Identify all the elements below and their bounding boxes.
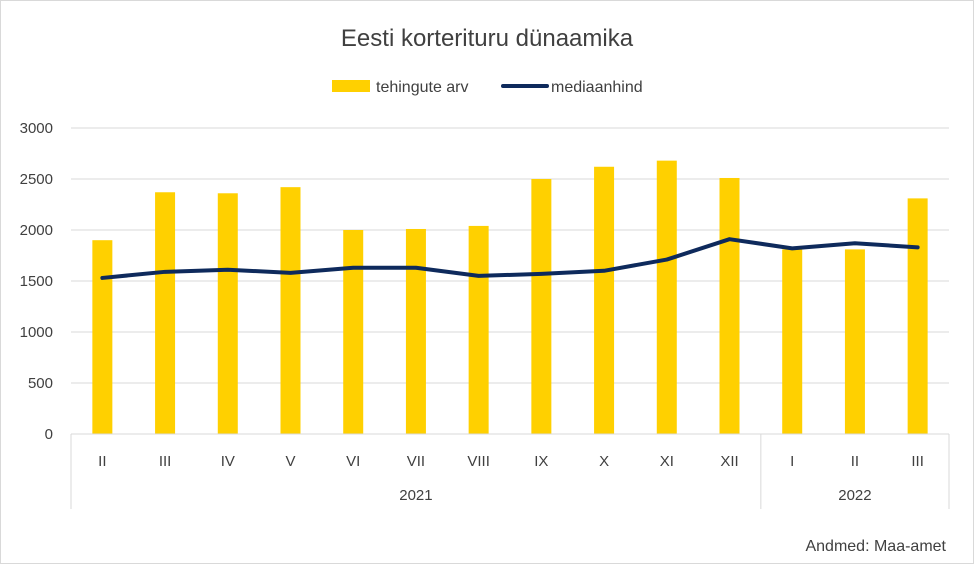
x-tick-label: V (285, 453, 295, 470)
x-tick-label: VII (407, 453, 425, 470)
line-point (164, 271, 166, 273)
line-point (478, 275, 480, 277)
y-tick-label: 3000 (20, 120, 53, 137)
line-point (290, 272, 291, 274)
bar (217, 193, 238, 434)
line-point (917, 246, 919, 248)
bar (155, 192, 176, 434)
line-point (854, 242, 856, 244)
bar (531, 179, 552, 434)
bar (594, 166, 615, 434)
legend-label-line: mediaanhind (551, 79, 643, 96)
chart-title: Eesti korterituru dünaamika (341, 25, 634, 52)
y-tick-label: 1500 (20, 273, 53, 290)
y-tick-label: 500 (28, 375, 53, 392)
x-tick-label: III (911, 453, 924, 470)
x-tick-label: III (159, 453, 172, 470)
x-tick-label: XI (660, 453, 674, 470)
x-group-label: 2022 (838, 487, 871, 504)
price-series-line (100, 237, 920, 280)
line-point (603, 270, 605, 272)
price-line (100, 237, 920, 280)
y-tick-label: 0 (45, 426, 53, 443)
x-tick-label: X (599, 453, 609, 470)
y-tick-label: 1000 (20, 324, 53, 341)
line-point (666, 259, 668, 261)
bar (782, 249, 803, 434)
bar (719, 177, 740, 435)
x-tick-label: II (851, 453, 859, 470)
line-point (101, 277, 103, 279)
source-note: Andmed: Maa-amet (805, 538, 946, 555)
bar (844, 249, 865, 434)
x-tick-label: XII (720, 453, 738, 470)
x-tick-label: II (98, 453, 106, 470)
x-tick-label: VI (346, 453, 360, 470)
bar (92, 240, 113, 434)
y-tick-label: 2500 (20, 171, 53, 188)
y-axis-ticks: 0 500 1000 1500 2000 2500 3000 (20, 120, 53, 443)
x-tick-label: I (790, 453, 794, 470)
line-point (352, 267, 354, 269)
bar (907, 198, 928, 434)
x-group-label: 2021 (399, 487, 432, 504)
bar (343, 230, 364, 434)
x-tick-label: IV (221, 453, 235, 470)
bar (280, 187, 301, 434)
legend: tehingute arv mediaanhind (332, 79, 643, 96)
y-tick-label: 2000 (20, 222, 53, 239)
line-point (791, 247, 793, 249)
line-point (729, 238, 730, 240)
bar (656, 160, 677, 434)
x-tick-label: IX (534, 453, 548, 470)
bar (468, 225, 489, 434)
legend-label-bars: tehingute arv (376, 79, 469, 96)
line-point (227, 269, 229, 271)
bars (92, 160, 928, 435)
legend-swatch-bars (332, 80, 370, 92)
x-tick-label: VIII (467, 453, 490, 470)
bar (405, 228, 426, 434)
line-point (415, 267, 417, 269)
gridlines (71, 127, 949, 384)
line-point (540, 273, 542, 275)
